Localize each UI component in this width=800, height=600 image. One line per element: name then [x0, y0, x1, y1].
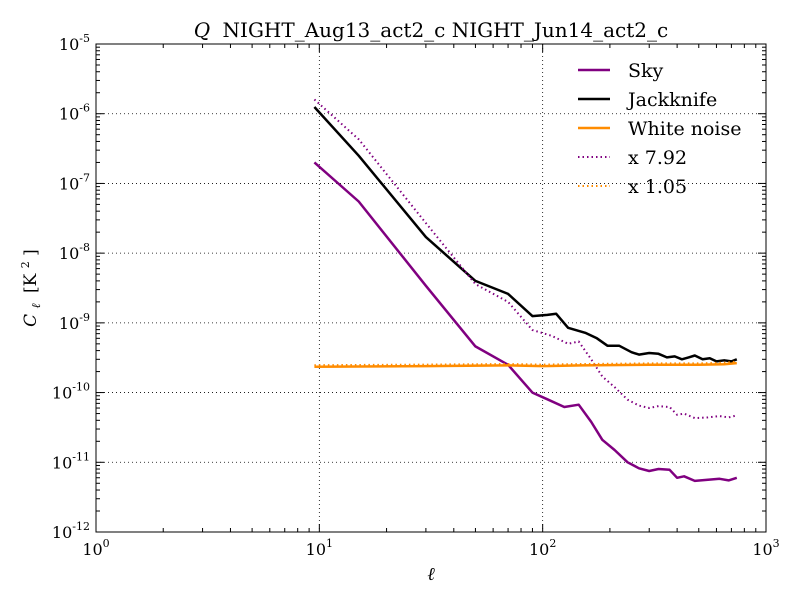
x-tick-label-exp: 3: [773, 537, 780, 550]
y-tick-label-exp: -7: [79, 171, 90, 184]
series-layer: [313, 98, 738, 483]
y-tick-label: 10-8: [59, 241, 90, 263]
legend-label: Sky: [628, 60, 664, 82]
legend-label: x 1.05: [628, 176, 687, 198]
series-line-white-noise: [314, 361, 737, 368]
x-tick-label-exp: 2: [549, 537, 556, 550]
x-axis-label: ℓ: [427, 564, 435, 585]
x-tick-label-base: 10: [82, 540, 102, 559]
ylabel-units: [K: [21, 273, 41, 293]
x-tick-label-base: 10: [529, 540, 549, 559]
y-tick-label-base: 10: [52, 384, 72, 403]
y-tick-label-exp: -8: [79, 241, 90, 254]
y-tick-label-base: 10: [52, 523, 72, 542]
title-symbol: Q: [194, 18, 210, 42]
x-tick-label-base: 10: [752, 540, 772, 559]
plot-frame: [95, 43, 767, 533]
y-tick-label-exp: -6: [79, 102, 90, 115]
legend: Sky Jackknife White noise x 7.92 x 1.05: [578, 60, 742, 198]
y-axis-label: C ℓ [K 2 ]: [14, 249, 45, 327]
y-tick-label: 10-6: [59, 102, 90, 124]
ylabel-symbol: C: [21, 314, 41, 327]
y-tick-label-exp: -5: [79, 32, 90, 45]
y-tick-label-base: 10: [59, 174, 79, 193]
y-tick-label: 10-7: [59, 171, 90, 193]
x-tick-label-base: 10: [306, 540, 326, 559]
x-tick-label-exp: 0: [103, 537, 110, 550]
series-line-x-7-92: [313, 98, 738, 420]
legend-label: White noise: [628, 118, 742, 140]
x-tick-label: 101: [306, 537, 333, 559]
ylabel-units-sup: 2: [19, 261, 32, 268]
series-line-x-1-05: [314, 360, 737, 367]
legend-label: x 7.92: [628, 147, 687, 169]
ticks: 100 101 102 10310-1210-1110-1010-910-810-71…: [52, 32, 780, 559]
grid: [96, 44, 766, 532]
y-tick-label-base: 10: [52, 453, 72, 472]
title-text: NIGHT_Aug13_act2_c NIGHT_Jun14_act2_c: [223, 18, 669, 42]
series-line-jackknife: [313, 106, 738, 363]
ylabel-units-end: ]: [21, 249, 41, 256]
y-tick-label-exp: -10: [72, 381, 90, 394]
y-tick-label: 10-11: [52, 450, 90, 472]
x-tick-label: 102: [529, 537, 556, 559]
y-tick-label-base: 10: [59, 314, 79, 333]
y-tick-label-base: 10: [59, 105, 79, 124]
x-tick-label: 103: [752, 537, 779, 559]
y-tick-label: 10-5: [59, 32, 90, 54]
y-tick-label-exp: -12: [72, 520, 90, 533]
x-tick-label: 100: [82, 537, 109, 559]
y-tick-label-exp: -9: [79, 311, 90, 324]
y-tick-label: 10-9: [59, 311, 90, 333]
y-tick-label-base: 10: [59, 244, 79, 263]
x-tick-label-exp: 1: [326, 537, 333, 550]
series-line-sky: [313, 161, 738, 483]
ylabel-subscript: ℓ: [29, 303, 43, 308]
y-tick-label-base: 10: [59, 35, 79, 54]
y-tick-label-exp: -11: [72, 450, 90, 463]
y-tick-label: 10-10: [52, 381, 90, 403]
legend-label: Jackknife: [626, 89, 717, 111]
y-tick-label: 10-12: [52, 520, 90, 542]
chart-title: Q NIGHT_Aug13_act2_c NIGHT_Jun14_act2_c: [194, 18, 668, 42]
